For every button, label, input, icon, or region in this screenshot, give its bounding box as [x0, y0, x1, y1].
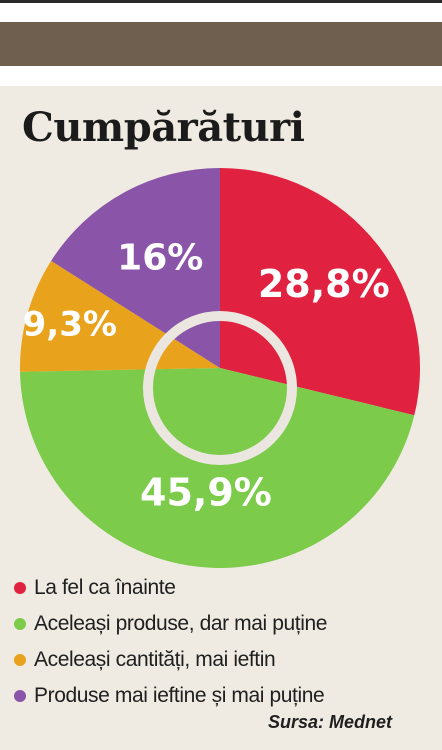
legend: La fel ca înainte Aceleași produse, dar …	[14, 570, 434, 714]
legend-label: Produse mai ieftine și mai puține	[34, 684, 325, 707]
top-divider	[0, 0, 442, 3]
slice-value-label: 28,8%	[258, 262, 390, 306]
header-band	[0, 22, 442, 66]
legend-label: La fel ca înainte	[34, 576, 176, 599]
legend-dot-purple	[14, 690, 26, 702]
slice-value-label: 9,3%	[23, 304, 117, 344]
legend-item: Produse mai ieftine și mai puține	[14, 678, 434, 714]
source-note: Sursa: Mednet	[267, 712, 392, 732]
slice-labels: 28,8% 45,9% 9,3%16%	[23, 237, 390, 514]
legend-item: La fel ca înainte	[14, 570, 434, 606]
legend-label: Aceleași cantități, mai ieftin	[34, 648, 276, 671]
pie-slices	[20, 168, 420, 568]
legend-item: Aceleași produse, dar mai puține	[14, 606, 434, 642]
slice-aceleasi-cantitati	[20, 260, 221, 372]
pie-chart: 28,8% 45,9% 9,3%16%	[20, 168, 420, 568]
legend-dot-orange	[14, 654, 26, 666]
slice-la-fel	[220, 168, 420, 416]
legend-label: Aceleași produse, dar mai puține	[34, 612, 328, 635]
chart-title: Cumpărături	[22, 104, 305, 151]
legend-dot-red	[14, 582, 26, 594]
slice-value-label: 45,9%	[140, 471, 272, 515]
legend-dot-green	[14, 618, 26, 630]
legend-item: Aceleași cantități, mai ieftin	[14, 642, 434, 678]
slice-aceleasi-produse	[20, 368, 415, 568]
slice-produse-ieftine	[51, 168, 220, 368]
slice-value-label: 16%	[117, 237, 203, 278]
center-ring	[143, 311, 297, 465]
